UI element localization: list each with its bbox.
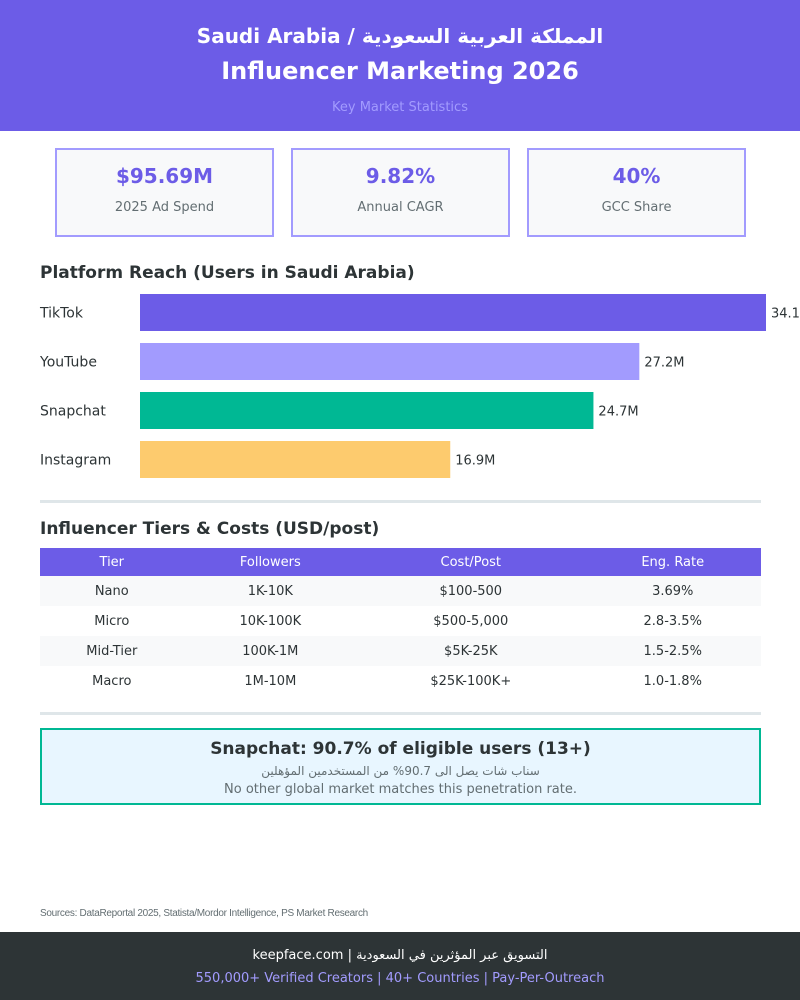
bar-snapchat [140,392,594,429]
page-title: Influencer Marketing 2026 [221,57,579,85]
table-row: Micro 10K-100K $500-5,000 2.8-3.5% [40,606,761,636]
bar-value-label: 24.7M [598,405,638,420]
stat-label: GCC Share [601,200,672,215]
stat-card-cagr: 9.82% Annual CAGR [291,148,510,237]
table-cell: 1M-10M [183,666,358,696]
bar-value-label: 16.9M [455,454,495,469]
sources-note: Sources: DataReportal 2025, Statista/Mor… [40,908,368,919]
bar-value-label: 27.2M [644,356,684,371]
table-row: Mid-Tier 100K-1M $5K-25K 1.5-2.5% [40,636,761,666]
column-header-tier: Tier [40,548,184,576]
table-cell: 2.8-3.5% [584,606,761,636]
callout-note: No other global market matches this pene… [224,782,577,797]
table-cell: $100-500 [357,576,585,606]
table-cell: Mid-Tier [40,636,184,666]
table-row: Nano 1K-10K $100-500 3.69% [40,576,761,606]
table-cell: Micro [40,606,184,636]
tiers-section-title: Influencer Tiers & Costs (USD/post) [40,519,380,539]
callout-arabic-text: سناب شات يصل الى 90.7% من المستخدمين الم… [261,764,540,778]
table-cell: Nano [40,576,184,606]
table-cell: Macro [40,666,184,696]
tiers-table: Tier Followers Cost/Post Eng. Rate Nano … [40,548,761,696]
stat-label: 2025 Ad Spend [114,200,215,215]
table-cell: 1K-10K [183,576,358,606]
column-header-followers: Followers [183,548,358,576]
table-cell: 1.0-1.8% [584,666,761,696]
stat-value: 40% [612,164,661,188]
stat-value: 9.82% [365,164,436,188]
divider [40,500,761,503]
callout-headline: Snapchat: 90.7% of eligible users (13+) [210,739,591,759]
stat-card-gcc-share: 40% GCC Share [527,148,746,237]
bar-youtube [140,343,640,380]
bar-value-label: 34.1M [771,307,800,322]
table-header-row: Tier Followers Cost/Post Eng. Rate [40,548,761,576]
table-cell: 100K-1M [183,636,358,666]
table-cell: $5K-25K [357,636,585,666]
header-banner: Saudi Arabia / المملكة العربية السعودية … [0,0,800,131]
page-title-country: Saudi Arabia / المملكة العربية السعودية [196,24,604,48]
bar-category-label: Snapchat [40,404,106,420]
column-header-eng-rate: Eng. Rate [584,548,761,576]
footer: keepface.com | التسويق عبر المؤثرين في ا… [0,932,800,1000]
platform-reach-chart: TikTok 34.1M YouTube 27.2M Snapchat 24.7M Inst… [39,294,800,478]
column-header-cost: Cost/Post [357,548,585,576]
platform-section-title: Platform Reach (Users in Saudi Arabia) [40,263,415,283]
stat-value: $95.69M [115,164,214,188]
snapchat-callout: Snapchat: 90.7% of eligible users (13+) … [40,728,761,805]
bar-category-label: TikTok [39,306,84,322]
bar-category-label: Instagram [40,453,111,469]
table-cell: 3.69% [584,576,761,606]
table-row: Macro 1M-10M $25K-100K+ 1.0-1.8% [40,666,761,696]
table-cell: 10K-100K [183,606,358,636]
stat-card-ad-spend: $95.69M 2025 Ad Spend [55,148,274,237]
table-cell: 1.5-2.5% [584,636,761,666]
table-cell: $500-5,000 [357,606,585,636]
page-subtitle: Key Market Statistics [332,100,468,115]
footer-tagline: 550,000+ Verified Creators | 40+ Countri… [195,971,605,986]
table-cell: $25K-100K+ [357,666,585,696]
bar-tiktok [140,294,766,331]
footer-brand-line: keepface.com | التسويق عبر المؤثرين في ا… [252,948,548,963]
bar-category-label: YouTube [39,355,97,371]
divider [40,712,761,715]
bar-instagram [140,441,451,478]
stat-label: Annual CAGR [357,200,444,215]
